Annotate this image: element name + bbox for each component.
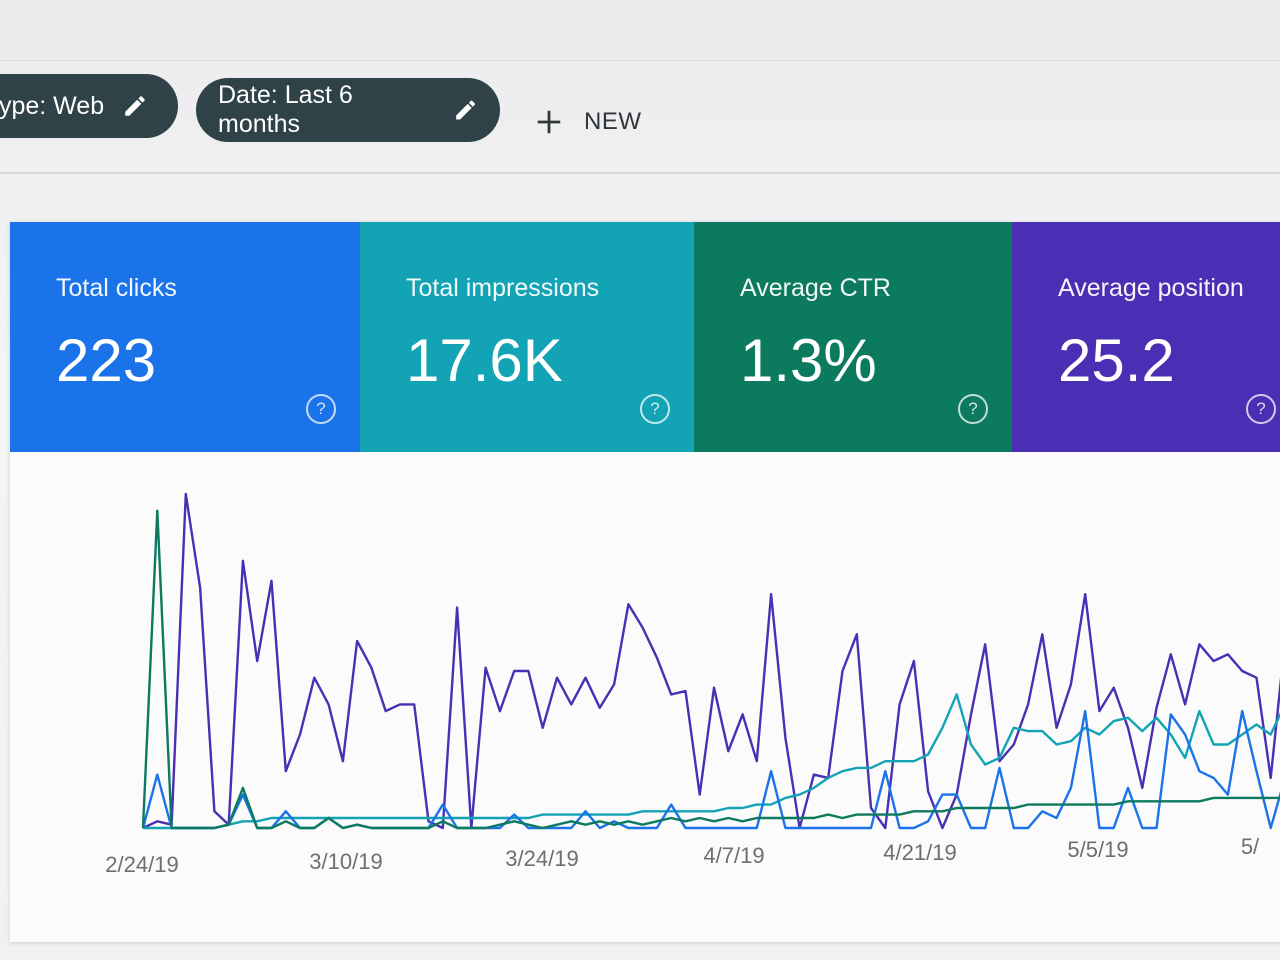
filter-bar: type: Web Date: Last 6 months NEW [0,60,1280,180]
top-band [0,0,1280,61]
x-tick-label: 5/5/19 [1067,837,1128,862]
divider [0,172,1280,174]
x-tick-label: 4/7/19 [703,843,764,868]
help-icon[interactable]: ? [306,394,336,424]
metric-label: Total clicks [56,274,177,302]
metric-label: Average position [1058,274,1244,302]
metric-value: 223 [56,327,157,394]
new-filter-label: NEW [584,108,642,135]
average-ctr-card[interactable]: Average CTR 1.3% ? [694,222,1012,452]
pencil-icon[interactable] [122,93,148,119]
help-icon[interactable]: ? [640,394,670,424]
performance-panel: Total clicks 223 ? Total impressions 17.… [10,222,1280,942]
metric-label: Average CTR [740,274,891,302]
help-icon[interactable]: ? [1246,394,1276,424]
average-position-card[interactable]: Average position 25.2 ? [1012,222,1280,452]
metric-value: 1.3% [740,327,877,394]
new-filter-button[interactable]: NEW [534,100,642,144]
metric-value: 17.6K [406,327,563,394]
metric-value: 25.2 [1058,327,1175,394]
average-position-series [142,492,1280,830]
plus-icon [537,110,561,134]
pencil-icon[interactable] [453,97,478,123]
x-tick-label: 5/ [1241,834,1260,859]
impressions-series [143,693,1280,830]
performance-chart: 2/24/19 3/10/19 3/24/19 4/7/19 4/21/19 5/5/19… [10,452,1280,942]
line-chart: 2/24/19 3/10/19 3/24/19 4/7/19 4/21/19 5/5/19… [105,492,1280,877]
total-impressions-card[interactable]: Total impressions 17.6K ? [360,222,694,452]
x-tick-label: 2/24/19 [105,852,178,877]
ctr-series [141,509,1280,830]
x-tick-label: 3/10/19 [309,849,382,874]
x-tick-label: 3/24/19 [505,846,578,871]
help-icon[interactable]: ? [958,394,988,424]
type-filter-label: type: Web [0,91,105,120]
date-filter-chip[interactable]: Date: Last 6 months [196,78,500,142]
type-filter-chip[interactable]: type: Web [0,74,178,138]
metric-cards: Total clicks 223 ? Total impressions 17.… [10,222,1280,452]
total-clicks-card[interactable]: Total clicks 223 ? [10,222,360,452]
date-filter-label: Date: Last 6 months [218,81,353,138]
x-tick-label: 4/21/19 [883,840,956,865]
metric-label: Total impressions [406,274,600,302]
